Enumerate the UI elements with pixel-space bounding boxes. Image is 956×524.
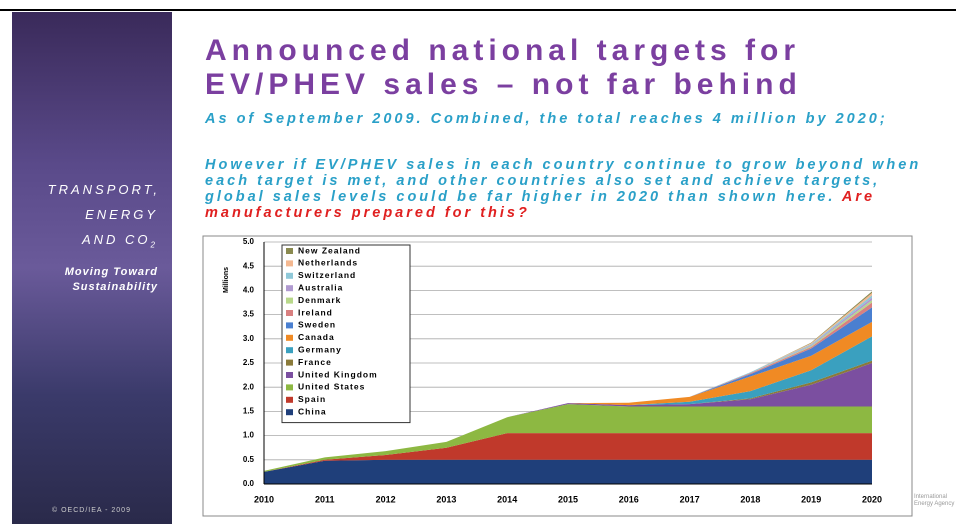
legend-label: United States bbox=[298, 382, 365, 392]
legend-swatch bbox=[286, 248, 293, 254]
legend-swatch bbox=[286, 396, 293, 403]
copyright: © OECD/IEA - 2009 bbox=[52, 507, 131, 514]
area bbox=[264, 433, 872, 472]
legend-label: Spain bbox=[298, 394, 326, 404]
legend-label: New Zealand bbox=[298, 245, 361, 255]
x-tick-label: 2012 bbox=[376, 494, 396, 504]
legend-swatch bbox=[286, 334, 293, 341]
body: However if EV/PHEV sales in each country… bbox=[205, 157, 945, 221]
legend-swatch bbox=[286, 359, 293, 366]
highlight: Are manufacturers prepared for this? bbox=[205, 189, 876, 221]
tagline: Sustainability bbox=[72, 281, 158, 293]
legend-swatch bbox=[286, 310, 293, 316]
x-tick-label: 2019 bbox=[801, 494, 821, 504]
y-tick-label: 4.5 bbox=[243, 261, 255, 270]
legend-swatch bbox=[286, 297, 293, 304]
legend-label: Switzerland bbox=[298, 270, 356, 280]
sidebar-line: TRANSPORT, bbox=[47, 182, 160, 197]
sidebar-line: AND CO2 bbox=[82, 232, 158, 250]
sidebar: TRANSPORT, ENERGY AND CO2 Moving Toward … bbox=[12, 12, 172, 524]
x-tick-label: 2010 bbox=[254, 494, 274, 504]
body-text: However if EV/PHEV sales in each country… bbox=[205, 157, 922, 205]
y-tick-label: 3.5 bbox=[243, 310, 255, 319]
legend-label: Netherlands bbox=[298, 258, 358, 268]
x-tick-label: 2018 bbox=[740, 494, 760, 504]
y-tick-label: 0.5 bbox=[243, 455, 255, 464]
legend-swatch bbox=[286, 272, 293, 279]
legend-label: Canada bbox=[298, 332, 335, 342]
sidebar-line: AND CO bbox=[81, 232, 151, 247]
logo-line: International bbox=[914, 494, 948, 500]
x-tick-label: 2017 bbox=[680, 494, 700, 504]
logo-line: Energy Agency bbox=[914, 501, 955, 507]
legend-swatch bbox=[286, 372, 293, 378]
y-tick-label: 0.0 bbox=[243, 479, 255, 488]
legend-swatch bbox=[286, 409, 293, 416]
legend-label: Germany bbox=[298, 344, 342, 354]
y-tick-label: 2.5 bbox=[243, 358, 255, 367]
x-tick-label: 2011 bbox=[315, 494, 335, 504]
legend-label: France bbox=[298, 357, 332, 367]
legend-swatch bbox=[286, 285, 293, 292]
tagline: Moving Toward bbox=[64, 266, 158, 278]
x-tick-label: 2020 bbox=[862, 494, 882, 504]
area bbox=[264, 459, 872, 484]
legend-swatch bbox=[286, 347, 293, 354]
x-tick-label: 2013 bbox=[436, 494, 456, 504]
logo: International Energy Agency bbox=[914, 494, 954, 508]
y-tick-label: 2.0 bbox=[243, 382, 255, 391]
subtitle: As of September 2009. Combined, the tota… bbox=[205, 111, 888, 127]
area bbox=[264, 404, 872, 472]
legend-label: Australia bbox=[298, 282, 343, 292]
y-tick-label: 1.5 bbox=[243, 407, 255, 416]
legend-label: China bbox=[298, 406, 327, 416]
legend-box bbox=[281, 244, 411, 424]
y-tick-label: 5.0 bbox=[243, 237, 255, 246]
legend-swatch bbox=[286, 322, 293, 329]
y-tick-label: 1.0 bbox=[243, 431, 255, 440]
legend-label: Sweden bbox=[298, 320, 336, 330]
top-rule bbox=[0, 9, 956, 11]
title: Announced national targets for EV/PHEV s… bbox=[205, 34, 802, 101]
x-tick-label: 2015 bbox=[558, 494, 578, 504]
y-tick-label: 4.0 bbox=[243, 286, 255, 295]
legend-label: Denmark bbox=[298, 295, 341, 305]
y-axis-label: Millions bbox=[223, 267, 230, 293]
sidebar-line: ENERGY bbox=[85, 207, 158, 222]
legend-swatch bbox=[286, 384, 293, 391]
legend-swatch bbox=[286, 260, 293, 267]
x-tick-label: 2014 bbox=[497, 494, 517, 504]
y-tick-label: 3.0 bbox=[243, 334, 255, 343]
legend-label: United Kingdom bbox=[298, 369, 378, 379]
subscript: 2 bbox=[150, 240, 158, 250]
legend-label: Ireland bbox=[298, 307, 333, 317]
x-tick-label: 2016 bbox=[619, 494, 639, 504]
